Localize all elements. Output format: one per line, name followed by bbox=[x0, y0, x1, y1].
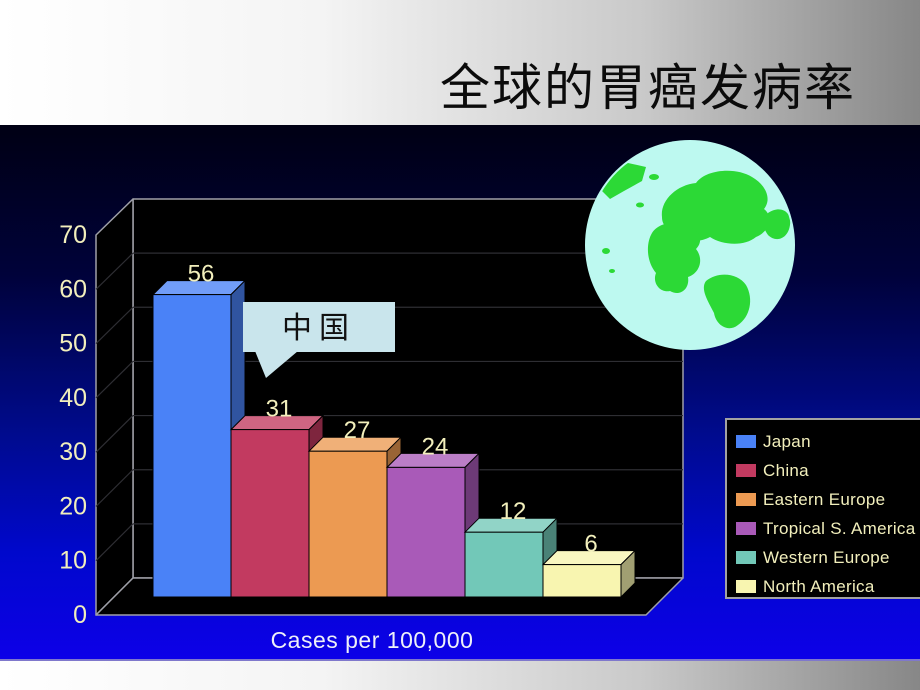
legend-swatch bbox=[736, 580, 756, 593]
legend-swatch bbox=[736, 464, 756, 477]
globe-land-north-america bbox=[647, 222, 701, 294]
y-axis: 0 10 20 30 40 50 60 70 bbox=[59, 221, 87, 629]
gridline-side bbox=[95, 361, 134, 399]
callout-box bbox=[243, 302, 395, 352]
y-axis-tick-label: 50 bbox=[59, 330, 87, 358]
legend-label: China bbox=[763, 460, 809, 480]
y-axis-tick-label: 30 bbox=[59, 438, 87, 466]
y-axis-tick-label: 10 bbox=[59, 547, 87, 575]
bar-front-face bbox=[464, 531, 544, 598]
x-axis-title: Cases per 100,000 bbox=[271, 627, 474, 653]
bar-front-face bbox=[542, 564, 622, 598]
legend-label: Eastern Europe bbox=[763, 489, 886, 509]
globe-land-africa bbox=[763, 209, 791, 240]
bar-value-label: 27 bbox=[344, 417, 371, 444]
legend-item-tropical-s-america: Tropical S. America bbox=[736, 514, 920, 543]
globe-land-south-america bbox=[703, 274, 751, 329]
legend-item-western-europe: Western Europe bbox=[736, 543, 920, 572]
legend-label: Japan bbox=[763, 431, 811, 451]
y-axis-tick-label: 0 bbox=[73, 601, 87, 629]
legend-swatch bbox=[736, 435, 756, 448]
bar-value-label: 56 bbox=[188, 261, 215, 288]
y-axis-tick-label: 70 bbox=[59, 221, 87, 249]
bar-value-label: 31 bbox=[266, 396, 293, 423]
bar-chart: 0 10 20 30 40 50 60 70 56 31 27 24 12 6 Cases per 10… bbox=[59, 140, 795, 653]
globe-land-eurasia bbox=[661, 170, 770, 244]
bar-front-face bbox=[308, 450, 388, 598]
slide-body: 0 10 20 30 40 50 60 70 56 31 27 24 12 6 Cases per 10… bbox=[0, 125, 920, 659]
china-callout: 中国 bbox=[243, 302, 395, 378]
bar-front-face bbox=[230, 429, 310, 598]
footer-strip bbox=[0, 659, 920, 690]
bar-front-face bbox=[152, 294, 232, 598]
gridline-side bbox=[95, 306, 134, 344]
y-axis-tick-label: 20 bbox=[59, 492, 87, 520]
legend-item-north-america: North America bbox=[736, 572, 920, 601]
gridline-side bbox=[95, 252, 134, 290]
y-axis-tick-label: 40 bbox=[59, 384, 87, 412]
legend-item-eastern-europe: Eastern Europe bbox=[736, 485, 920, 514]
gridline-side bbox=[95, 523, 134, 562]
globe-icon bbox=[585, 140, 795, 350]
bar-value-label: 6 bbox=[584, 531, 597, 558]
chart-left-wall bbox=[95, 198, 134, 616]
bar-value-label: 12 bbox=[500, 498, 527, 525]
callout-label: 中国 bbox=[282, 312, 356, 345]
callout-tail bbox=[255, 351, 298, 378]
bar-value-label: 24 bbox=[422, 433, 449, 460]
page-title: 全球的胃癌发病率 bbox=[440, 60, 856, 116]
header-strip: 全球的胃癌发病率 bbox=[0, 0, 920, 125]
legend-swatch bbox=[736, 493, 756, 506]
gridline-side bbox=[95, 415, 134, 453]
bar-series bbox=[151, 279, 637, 599]
y-axis-tick-label: 60 bbox=[59, 275, 87, 303]
legend-item-japan: Japan bbox=[736, 427, 920, 456]
bar-front-face bbox=[386, 466, 466, 598]
chart-legend: Japan China Eastern Europe Tropical S. Amer… bbox=[725, 418, 920, 599]
legend-label: Tropical S. America bbox=[763, 518, 916, 538]
bar-value-labels: 56 31 27 24 12 6 bbox=[188, 261, 598, 558]
gridline-side bbox=[95, 469, 134, 507]
legend-label: Western Europe bbox=[763, 547, 890, 567]
bar-north-america bbox=[541, 549, 637, 599]
legend-swatch bbox=[736, 522, 756, 535]
legend-label: North America bbox=[763, 576, 875, 596]
legend-swatch bbox=[736, 551, 756, 564]
legend-item-china: China bbox=[736, 456, 920, 485]
